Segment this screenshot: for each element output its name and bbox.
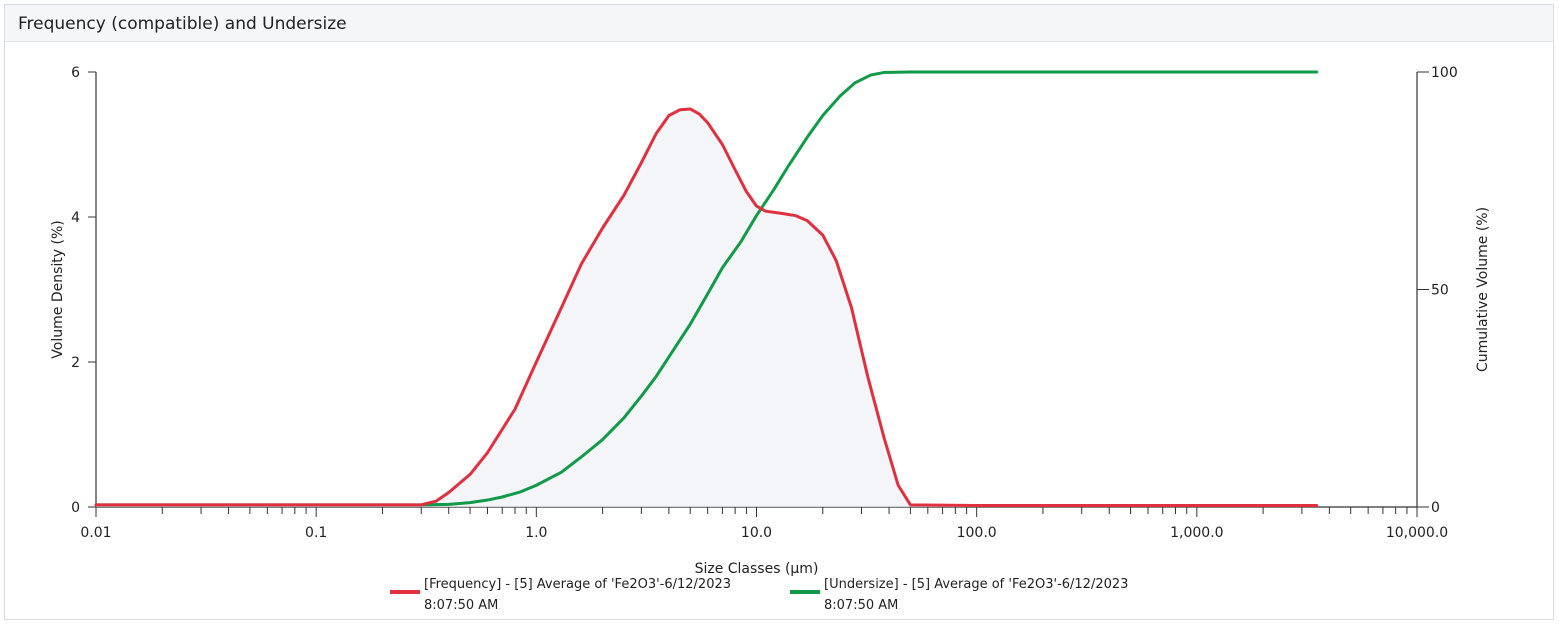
legend-label: [Frequency] - [5] Average of 'Fe2O3'-6/1…: [424, 577, 731, 592]
y2-tick-label: 50: [1431, 283, 1449, 299]
frequency-series-line: [94, 107, 1319, 508]
legend-label: [Undersize] - [5] Average of 'Fe2O3'-6/1…: [824, 577, 1128, 592]
x-tick-label: 0.1: [305, 525, 327, 541]
y2-tick-label: 0: [1431, 500, 1440, 516]
legend-label: 8:07:50 AM: [824, 598, 898, 613]
x-tick-label: 1.0: [525, 525, 547, 541]
x-tick-label: 10.0: [741, 525, 772, 541]
chart-title: Frequency (compatible) and Undersize: [18, 14, 347, 34]
x-tick-label: 10,000.0: [1386, 525, 1448, 541]
panel-header: Frequency (compatible) and Undersize: [5, 5, 1553, 42]
y-axis-title: Volume Density (%): [50, 220, 66, 358]
y2-tick-label: 100: [1431, 65, 1458, 81]
x-tick-label: 1,000.0: [1170, 525, 1223, 541]
y-tick-label: 2: [71, 355, 80, 371]
chart-panel: Frequency (compatible) and Undersize: [4, 4, 1554, 620]
legend-label: 8:07:50 AM: [424, 598, 498, 613]
y-tick-label: 4: [71, 210, 80, 226]
x-tick-label: 100.0: [957, 525, 997, 541]
y-tick-label: 6: [71, 65, 80, 81]
y2-axis-title: Cumulative Volume (%): [1475, 207, 1491, 372]
undersize-series-line: [94, 70, 1319, 507]
x-tick-label: 0.01: [80, 525, 111, 541]
y-tick-label: 0: [71, 500, 80, 516]
x-axis-title: Size Classes (µm): [695, 561, 819, 577]
frequency-area: [96, 108, 1317, 507]
